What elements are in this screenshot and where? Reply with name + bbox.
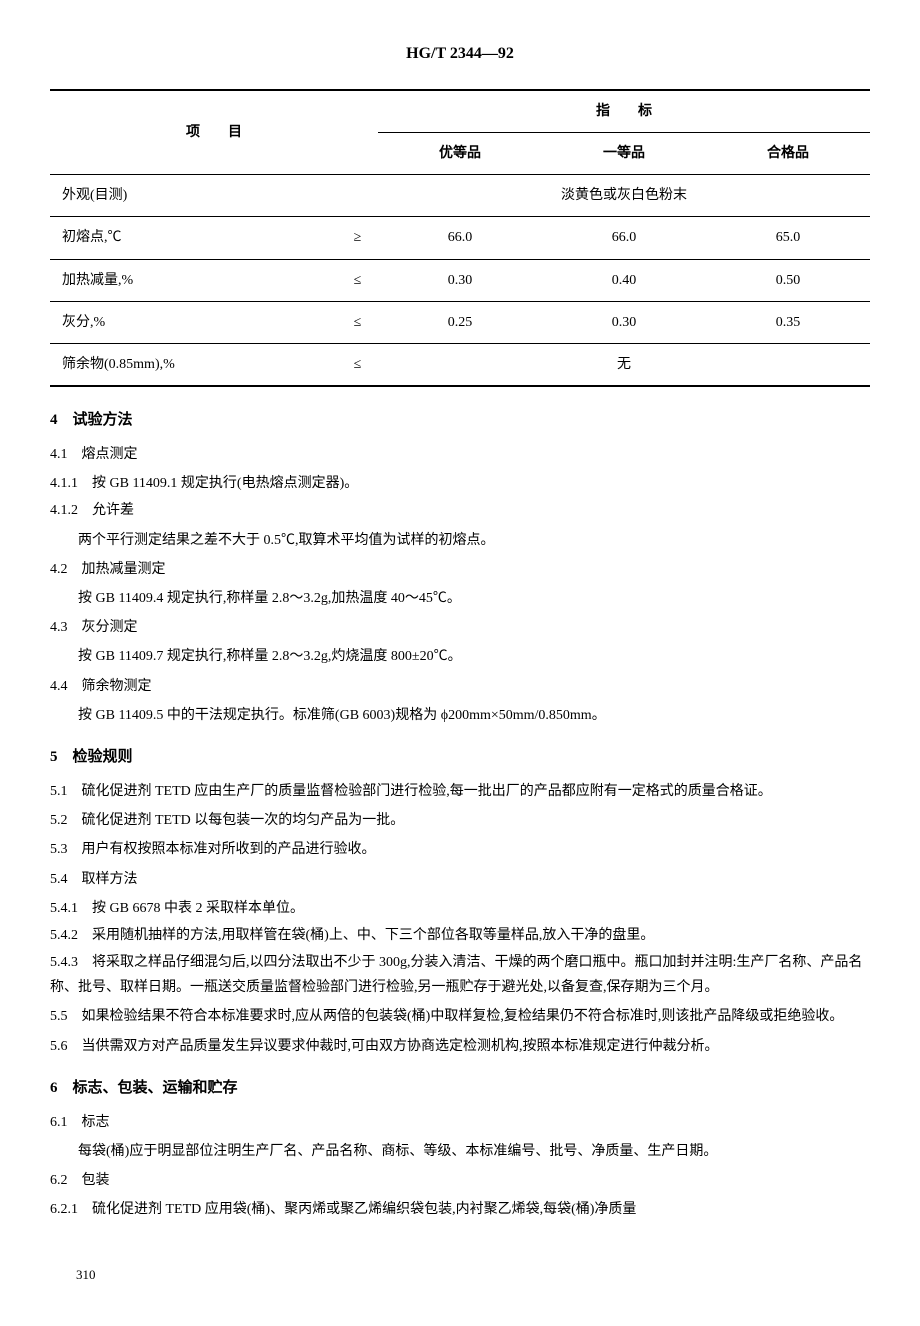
row1-v2: 66.0 [542,217,706,259]
th-grade2: 一等品 [542,132,706,174]
row4-op: ≤ [337,343,378,386]
s5-4: 5.4 取样方法 [50,867,870,892]
row2-v1: 0.30 [378,259,542,301]
row1-op: ≥ [337,217,378,259]
page-number: 310 [50,1263,870,1286]
row2-v3: 0.50 [706,259,870,301]
s4-2-body: 按 GB 11409.4 规定执行,称样量 2.8～3.2g,加热温度 40～4… [50,586,870,611]
th-spec: 指 标 [378,90,870,133]
row4-val: 无 [378,343,870,386]
th-grade3: 合格品 [706,132,870,174]
s5-4-3: 5.4.3 将采取之样品仔细混匀后,以四分法取出不少于 300g,分装入清洁、干… [50,950,870,1000]
s4-1-2: 4.1.2 允许差 [50,498,870,523]
s4-2: 4.2 加热减量测定 [50,557,870,582]
s5-1: 5.1 硫化促进剂 TETD 应由生产厂的质量监督检验部门进行检验,每一批出厂的… [50,779,870,804]
row1-v3: 65.0 [706,217,870,259]
spec-table: 项 目 指 标 优等品 一等品 合格品 外观(目测) 淡黄色或灰白色粉末 初熔点… [50,89,870,387]
row4-item: 筛余物(0.85mm),% [50,343,337,386]
s4-1-2-body: 两个平行测定结果之差不大于 0.5℃,取算术平均值为试样的初熔点。 [50,528,870,553]
s4-1-1: 4.1.1 按 GB 11409.1 规定执行(电热熔点测定器)。 [50,471,870,496]
s4-3-body: 按 GB 11409.7 规定执行,称样量 2.8～3.2g,灼烧温度 800±… [50,644,870,669]
row2-v2: 0.40 [542,259,706,301]
s4-3: 4.3 灰分测定 [50,615,870,640]
s4-4: 4.4 筛余物测定 [50,674,870,699]
row3-v3: 0.35 [706,301,870,343]
s4-4-body: 按 GB 11409.5 中的干法规定执行。标准筛(GB 6003)规格为 ϕ2… [50,703,870,728]
row2-op: ≤ [337,259,378,301]
sec5-title: 5 检验规则 [50,744,870,771]
row3-v2: 0.30 [542,301,706,343]
th-grade1: 优等品 [378,132,542,174]
s5-6: 5.6 当供需双方对产品质量发生异议要求仲裁时,可由双方协商选定检测机构,按照本… [50,1034,870,1059]
row2-item: 加热减量,% [50,259,337,301]
row1-v1: 66.0 [378,217,542,259]
sec6-title: 6 标志、包装、运输和贮存 [50,1075,870,1102]
s5-2: 5.2 硫化促进剂 TETD 以每包装一次的均匀产品为一批。 [50,808,870,833]
s4-1: 4.1 熔点测定 [50,442,870,467]
standard-code: HG/T 2344—92 [50,40,870,69]
sec4-title: 4 试验方法 [50,407,870,434]
row0-val: 淡黄色或灰白色粉末 [378,175,870,217]
row3-item: 灰分,% [50,301,337,343]
s6-2: 6.2 包装 [50,1168,870,1193]
s6-1-body: 每袋(桶)应于明显部位注明生产厂名、产品名称、商标、等级、本标准编号、批号、净质… [50,1139,870,1164]
s5-4-2: 5.4.2 采用随机抽样的方法,用取样管在袋(桶)上、中、下三个部位各取等量样品… [50,923,870,948]
s6-2-1: 6.2.1 硫化促进剂 TETD 应用袋(桶)、聚丙烯或聚乙烯编织袋包装,内衬聚… [50,1197,870,1222]
th-item: 项 目 [50,90,378,175]
s6-1: 6.1 标志 [50,1110,870,1135]
row1-item: 初熔点,℃ [50,217,337,259]
s5-4-1: 5.4.1 按 GB 6678 中表 2 采取样本单位。 [50,896,870,921]
s5-3: 5.3 用户有权按照本标准对所收到的产品进行验收。 [50,837,870,862]
row0-item: 外观(目测) [50,175,378,217]
row3-op: ≤ [337,301,378,343]
row3-v1: 0.25 [378,301,542,343]
s5-5: 5.5 如果检验结果不符合本标准要求时,应从两倍的包装袋(桶)中取样复检,复检结… [50,1004,870,1029]
